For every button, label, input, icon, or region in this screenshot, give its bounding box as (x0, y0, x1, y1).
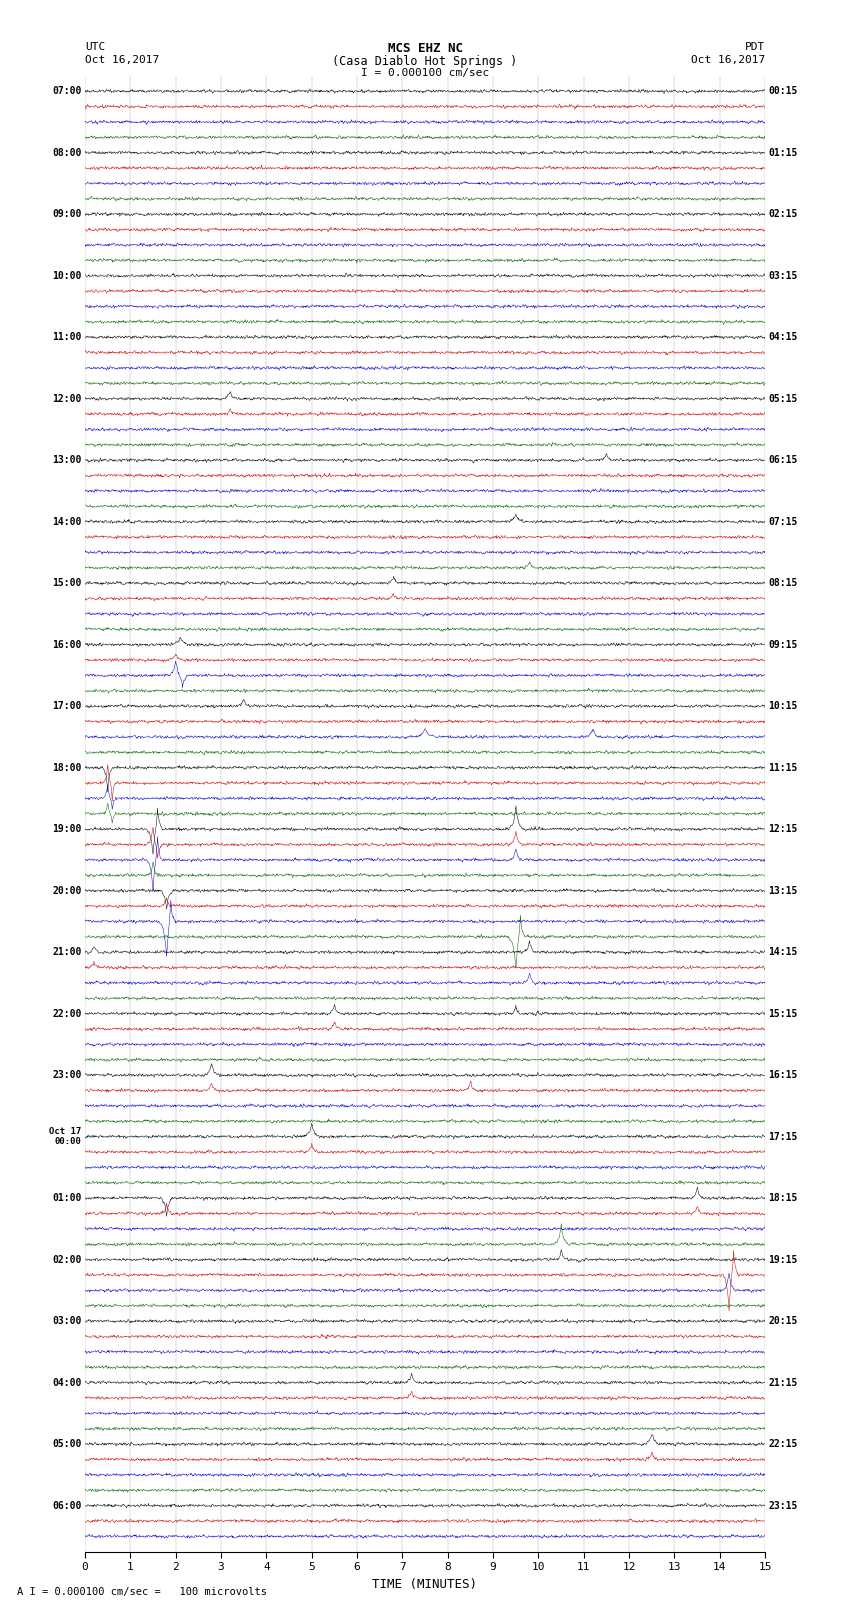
Text: 10:15: 10:15 (768, 702, 798, 711)
Text: Oct 16,2017: Oct 16,2017 (691, 55, 765, 65)
Text: 01:15: 01:15 (768, 148, 798, 158)
Text: 02:15: 02:15 (768, 210, 798, 219)
Text: 04:00: 04:00 (52, 1378, 82, 1387)
Text: 16:00: 16:00 (52, 640, 82, 650)
Text: 22:15: 22:15 (768, 1439, 798, 1448)
Text: 19:00: 19:00 (52, 824, 82, 834)
Text: 23:15: 23:15 (768, 1500, 798, 1511)
Text: 13:15: 13:15 (768, 886, 798, 895)
Text: 15:00: 15:00 (52, 577, 82, 589)
Text: 20:15: 20:15 (768, 1316, 798, 1326)
Text: 03:15: 03:15 (768, 271, 798, 281)
Text: 19:15: 19:15 (768, 1255, 798, 1265)
Text: 21:15: 21:15 (768, 1378, 798, 1387)
Text: Oct 17: Oct 17 (49, 1127, 82, 1137)
Text: I = 0.000100 cm/sec: I = 0.000100 cm/sec (361, 68, 489, 77)
Text: 08:15: 08:15 (768, 577, 798, 589)
Text: Oct 16,2017: Oct 16,2017 (85, 55, 159, 65)
Text: 11:15: 11:15 (768, 763, 798, 773)
X-axis label: TIME (MINUTES): TIME (MINUTES) (372, 1578, 478, 1590)
Text: 18:00: 18:00 (52, 763, 82, 773)
Text: 03:00: 03:00 (52, 1316, 82, 1326)
Text: 18:15: 18:15 (768, 1194, 798, 1203)
Text: 21:00: 21:00 (52, 947, 82, 957)
Text: MCS EHZ NC: MCS EHZ NC (388, 42, 462, 55)
Text: PDT: PDT (745, 42, 765, 52)
Text: 06:15: 06:15 (768, 455, 798, 465)
Text: 09:00: 09:00 (52, 210, 82, 219)
Text: UTC: UTC (85, 42, 105, 52)
Text: 06:00: 06:00 (52, 1500, 82, 1511)
Text: 17:15: 17:15 (768, 1132, 798, 1142)
Text: 15:15: 15:15 (768, 1008, 798, 1019)
Text: 14:15: 14:15 (768, 947, 798, 957)
Text: 20:00: 20:00 (52, 886, 82, 895)
Text: 05:15: 05:15 (768, 394, 798, 403)
Text: 23:00: 23:00 (52, 1069, 82, 1081)
Text: 09:15: 09:15 (768, 640, 798, 650)
Text: 11:00: 11:00 (52, 332, 82, 342)
Text: 12:15: 12:15 (768, 824, 798, 834)
Text: 22:00: 22:00 (52, 1008, 82, 1019)
Text: 08:00: 08:00 (52, 148, 82, 158)
Text: 12:00: 12:00 (52, 394, 82, 403)
Text: 07:15: 07:15 (768, 516, 798, 527)
Text: (Casa Diablo Hot Springs ): (Casa Diablo Hot Springs ) (332, 55, 518, 68)
Text: 04:15: 04:15 (768, 332, 798, 342)
Text: 16:15: 16:15 (768, 1069, 798, 1081)
Text: 07:00: 07:00 (52, 85, 82, 97)
Text: 00:15: 00:15 (768, 85, 798, 97)
Text: 17:00: 17:00 (52, 702, 82, 711)
Text: 14:00: 14:00 (52, 516, 82, 527)
Text: 00:00: 00:00 (54, 1137, 82, 1145)
Text: 10:00: 10:00 (52, 271, 82, 281)
Text: 13:00: 13:00 (52, 455, 82, 465)
Text: A I = 0.000100 cm/sec =   100 microvolts: A I = 0.000100 cm/sec = 100 microvolts (17, 1587, 267, 1597)
Text: 01:00: 01:00 (52, 1194, 82, 1203)
Text: 02:00: 02:00 (52, 1255, 82, 1265)
Text: 05:00: 05:00 (52, 1439, 82, 1448)
